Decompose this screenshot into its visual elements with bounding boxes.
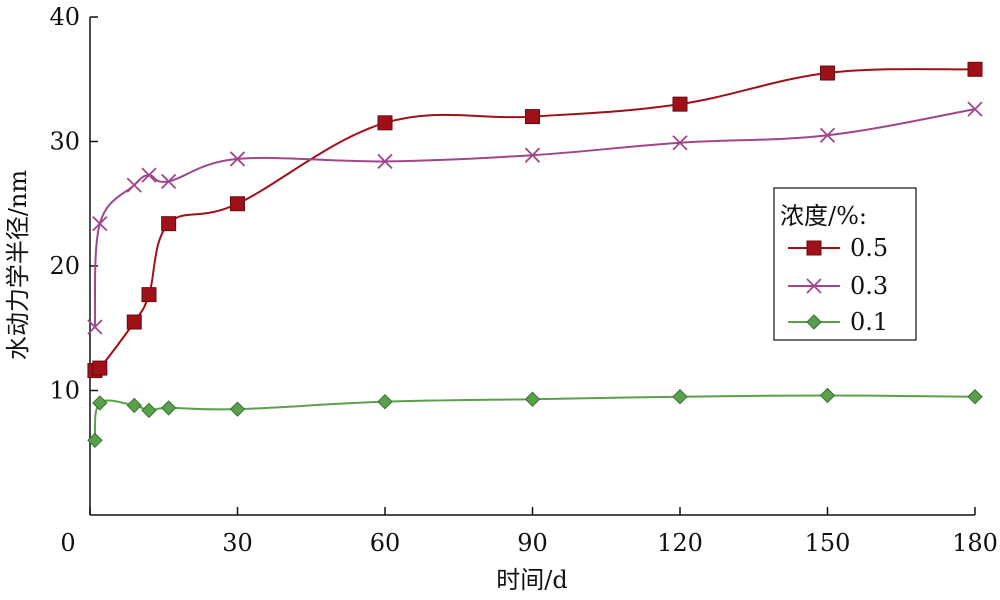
data-point [967, 61, 983, 77]
legend-item-0-3: 0.3 [788, 272, 888, 300]
series-layer [87, 61, 983, 449]
data-point [92, 395, 108, 411]
legend-label: 0.5 [850, 234, 888, 262]
x-tick-label: 60 [370, 529, 401, 557]
data-point [967, 389, 983, 405]
legend-marker [806, 240, 822, 256]
data-point [161, 216, 177, 232]
data-point [819, 387, 836, 404]
data-point [92, 360, 108, 376]
x-tick-label: 180 [952, 529, 998, 557]
data-point [377, 393, 393, 410]
series-0-5 [87, 61, 983, 379]
data-point [820, 65, 835, 81]
data-point [126, 314, 142, 330]
y-tick-label: 10 [49, 377, 80, 405]
data-point [230, 196, 245, 212]
data-point [672, 96, 688, 112]
data-point [819, 127, 836, 143]
y-axis-label: 水动力学半径/nm [4, 170, 32, 361]
data-point [524, 391, 541, 407]
data-point [126, 177, 142, 193]
legend-marker [806, 314, 822, 330]
legend-item-0-1: 0.1 [788, 308, 888, 336]
data-point [377, 115, 393, 131]
data-point [126, 397, 142, 414]
data-point [141, 167, 157, 183]
legend-items: 0.5 0.3 0.1 [788, 234, 888, 336]
data-point [161, 173, 177, 189]
data-point [672, 135, 688, 151]
legend: 浓度/%: 0.5 0.3 0.1 [773, 187, 917, 341]
y-tick-label: 20 [49, 252, 80, 280]
data-point [967, 101, 983, 117]
data-point [141, 402, 157, 419]
y-tick-label: 30 [49, 128, 80, 156]
data-point [92, 216, 108, 232]
legend-item-0-5: 0.5 [788, 234, 888, 262]
data-point [229, 151, 246, 167]
data-point [377, 153, 393, 170]
legend-box [773, 187, 917, 341]
x-tick-label: 90 [517, 529, 548, 557]
data-point [229, 401, 246, 417]
legend-label: 0.3 [850, 272, 888, 300]
data-point [87, 319, 103, 335]
data-point [141, 287, 157, 303]
legend-marker [806, 278, 822, 294]
x-tick-label: 0 [60, 529, 75, 557]
data-point [87, 432, 103, 449]
axes: 0 30 60 90 120 150 180 10 20 30 40 [49, 3, 997, 557]
data-point [160, 400, 177, 416]
x-tick-label: 150 [805, 529, 851, 557]
data-point [672, 389, 688, 405]
series-0-3 [87, 101, 983, 335]
y-tick-label: 40 [49, 3, 80, 31]
x-axis-label: 时间/d [496, 566, 567, 594]
x-tick-label: 30 [222, 529, 253, 557]
data-point [525, 109, 540, 125]
legend-title: 浓度/%: [780, 202, 867, 230]
x-tick-label: 120 [657, 529, 703, 557]
series-0-1 [87, 387, 983, 449]
legend-label: 0.1 [850, 308, 888, 336]
data-point [524, 147, 541, 163]
